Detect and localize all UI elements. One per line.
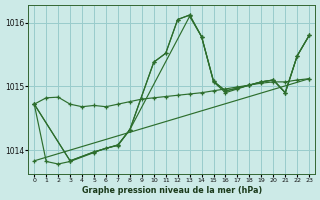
X-axis label: Graphe pression niveau de la mer (hPa): Graphe pression niveau de la mer (hPa) <box>82 186 262 195</box>
